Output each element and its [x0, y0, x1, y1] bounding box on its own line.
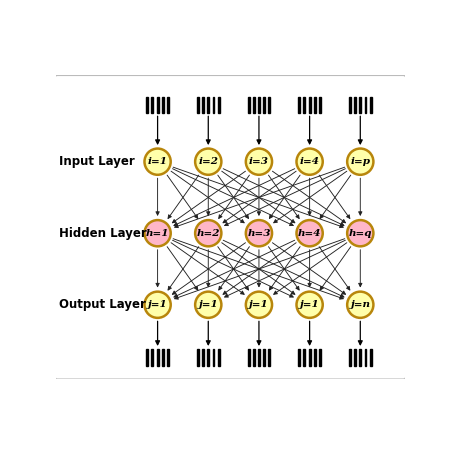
Bar — [263, 97, 265, 113]
Text: Input Layer: Input Layer — [59, 155, 135, 168]
Text: j=n: j=n — [350, 300, 370, 309]
Bar — [197, 349, 199, 365]
Bar — [248, 97, 249, 113]
Bar — [152, 349, 153, 365]
Bar — [258, 97, 260, 113]
Bar — [157, 97, 158, 113]
Text: Output Layer: Output Layer — [59, 298, 146, 311]
Bar — [314, 349, 316, 365]
Text: j=1: j=1 — [249, 300, 269, 309]
Circle shape — [347, 148, 373, 175]
Text: h=q: h=q — [349, 229, 372, 238]
Circle shape — [246, 292, 272, 318]
Bar — [354, 97, 356, 113]
Bar — [258, 349, 260, 365]
Bar — [309, 97, 310, 113]
Bar — [197, 97, 199, 113]
Text: h=4: h=4 — [298, 229, 321, 238]
Bar — [354, 349, 356, 365]
Circle shape — [246, 220, 272, 246]
Bar — [202, 349, 204, 365]
Circle shape — [297, 148, 323, 175]
Bar — [370, 97, 372, 113]
Bar — [146, 97, 148, 113]
Circle shape — [195, 292, 221, 318]
Text: j=1: j=1 — [300, 300, 319, 309]
Text: h=1: h=1 — [146, 229, 169, 238]
Bar — [364, 349, 366, 365]
Bar — [146, 349, 148, 365]
Circle shape — [297, 220, 323, 246]
FancyBboxPatch shape — [54, 75, 406, 379]
Bar — [314, 97, 316, 113]
Bar — [253, 349, 255, 365]
Text: j=1: j=1 — [198, 300, 218, 309]
Circle shape — [347, 292, 373, 318]
Bar — [360, 97, 361, 113]
Text: Hidden Layer: Hidden Layer — [59, 227, 147, 240]
Bar — [162, 349, 164, 365]
Bar — [268, 349, 270, 365]
Text: i=1: i=1 — [148, 157, 167, 166]
Bar — [309, 349, 310, 365]
Bar — [202, 97, 204, 113]
Bar — [349, 349, 351, 365]
Bar — [212, 349, 214, 365]
Text: j=1: j=1 — [148, 300, 167, 309]
Text: i=4: i=4 — [300, 157, 319, 166]
Circle shape — [144, 292, 171, 318]
Circle shape — [144, 220, 171, 246]
Bar — [303, 97, 306, 113]
Text: i=2: i=2 — [198, 157, 218, 166]
Bar — [248, 349, 249, 365]
Bar — [167, 97, 169, 113]
Bar — [319, 97, 321, 113]
Circle shape — [297, 292, 323, 318]
Circle shape — [347, 220, 373, 246]
Bar — [218, 349, 220, 365]
Bar — [152, 97, 153, 113]
Circle shape — [246, 148, 272, 175]
Bar — [303, 349, 306, 365]
Circle shape — [195, 220, 221, 246]
Bar — [218, 97, 220, 113]
Bar — [298, 349, 300, 365]
Bar — [207, 97, 209, 113]
Bar — [212, 97, 214, 113]
Bar — [253, 97, 255, 113]
Bar — [162, 97, 164, 113]
Bar — [349, 97, 351, 113]
Bar — [207, 349, 209, 365]
Text: h=3: h=3 — [247, 229, 271, 238]
Circle shape — [195, 148, 221, 175]
Text: h=2: h=2 — [197, 229, 220, 238]
Circle shape — [144, 148, 171, 175]
Bar — [319, 349, 321, 365]
Bar — [167, 349, 169, 365]
Bar — [268, 97, 270, 113]
Bar — [263, 349, 265, 365]
Bar — [298, 97, 300, 113]
Text: i=3: i=3 — [249, 157, 269, 166]
Bar — [360, 349, 361, 365]
Text: i=p: i=p — [350, 157, 370, 166]
Bar — [157, 349, 158, 365]
Bar — [364, 97, 366, 113]
Bar — [370, 349, 372, 365]
